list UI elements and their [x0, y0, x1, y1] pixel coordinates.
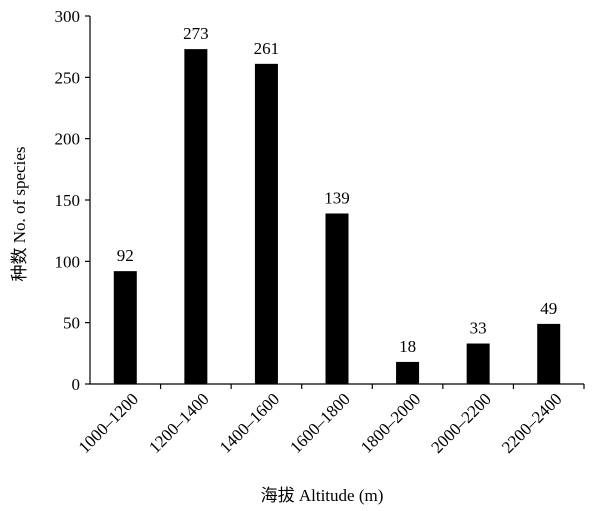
bar-1600–1800 — [325, 213, 349, 384]
data-label: 33 — [470, 319, 487, 338]
data-label: 261 — [254, 39, 280, 58]
y-tick-label: 50 — [63, 314, 80, 333]
x-tick-label: 1200–1400 — [145, 389, 213, 457]
bar-2200–2400 — [537, 323, 561, 384]
data-label: 139 — [324, 188, 350, 207]
data-label: 92 — [117, 246, 134, 265]
x-tick-label: 2200–2400 — [498, 389, 566, 457]
y-tick-label: 100 — [55, 252, 81, 271]
y-tick-label: 150 — [55, 191, 81, 210]
bar-2000–2200 — [466, 343, 490, 384]
y-axis-title: 种数 No. of species — [10, 146, 29, 281]
data-labels: 92 273 261 139 18 33 49 — [117, 24, 557, 356]
bar-1200–1400 — [184, 49, 208, 385]
x-axis-title: 海拔 Altitude (m) — [261, 486, 384, 505]
bar-1000–1200 — [113, 271, 137, 384]
x-tick-label: 1600–1800 — [286, 389, 354, 457]
x-tick-label: 1800–2000 — [357, 389, 425, 457]
bars — [113, 49, 561, 385]
data-label: 273 — [183, 24, 209, 43]
y-tick-label: 300 — [55, 7, 81, 26]
x-axis: 1000–1200 1200–1400 1400–1600 1600–1800 1800… — [75, 383, 585, 457]
data-label: 18 — [399, 337, 416, 356]
x-tick-label: 1400–1600 — [216, 389, 284, 457]
y-tick-label: 0 — [72, 375, 81, 394]
x-tick-label: 2000–2200 — [427, 389, 495, 457]
bar-1400–1600 — [254, 63, 278, 385]
bar-1800–2000 — [396, 361, 420, 384]
y-tick-label: 250 — [55, 68, 81, 87]
y-tick-label: 200 — [55, 130, 81, 149]
data-label: 49 — [540, 299, 557, 318]
y-axis: 0 50 100 150 200 250 300 — [55, 7, 91, 394]
x-tick-label: 1000–1200 — [75, 389, 143, 457]
